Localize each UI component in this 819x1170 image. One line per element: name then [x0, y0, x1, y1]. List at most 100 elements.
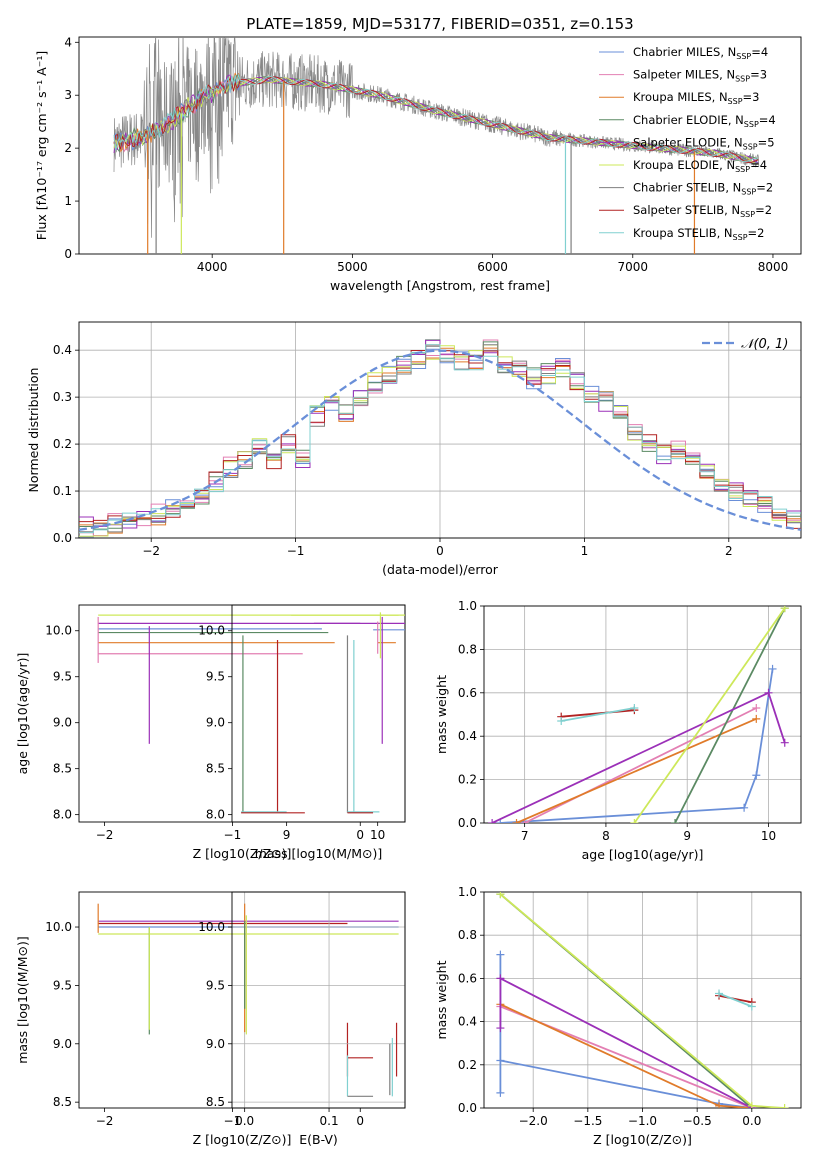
- series-salpeter_stelib: [718, 994, 752, 1004]
- x-tick-label: −1: [287, 544, 305, 558]
- legend-tail: =5: [758, 135, 775, 149]
- y-tick-label: 9.5: [206, 670, 225, 684]
- series-salpeter_stelib: [561, 709, 635, 718]
- marker-chabrier_miles: [740, 803, 749, 812]
- y-tick-label: 0.2: [458, 773, 477, 787]
- y-tick-label: 8.5: [206, 1095, 225, 1109]
- y-axis-label: mass weight: [434, 960, 449, 1039]
- marker-chabrier_miles: [752, 771, 761, 780]
- y-tick-label: 10.0: [45, 624, 72, 638]
- axes-mass_vs_Z: −2 −1 0 8.5 9.0 9.5 10.0 Z [log10(Z/Z⊙)] mass [l…: [15, 891, 406, 1147]
- x-tick-label: 0: [356, 828, 364, 842]
- x-axis-label: age [log10(age/yr)]: [582, 847, 704, 862]
- series-kroupa_elodie: [633, 607, 786, 823]
- plot-area: [97, 614, 399, 814]
- x-tick-label: −1: [224, 828, 242, 842]
- x-tick-label: −1.0: [628, 1114, 657, 1128]
- y-tick-label: 0.2: [458, 1058, 477, 1072]
- axes-frame: [231, 604, 406, 823]
- legend-tail: =2: [756, 181, 773, 195]
- plot-area: [113, 37, 760, 254]
- x-tick-label: 7000: [617, 260, 648, 274]
- x-tick-label: 10: [761, 829, 776, 843]
- x-tick-label: 10: [370, 828, 385, 842]
- marker-chabrier_miles: [768, 664, 777, 673]
- x-tick-label: 2: [725, 544, 733, 558]
- y-tick-label: 0.6: [458, 686, 477, 700]
- y-tick-label: 8.5: [53, 762, 72, 776]
- marker-chabrier_miles: [496, 1088, 505, 1097]
- axes-frame: [483, 605, 802, 824]
- legend-label: Kroupa MILES, NSSP=3: [633, 90, 759, 106]
- y-axis-label: mass [log10(M/M⊙)]: [15, 936, 30, 1064]
- legend-subscript: SSP: [728, 97, 743, 106]
- x-tick-label: 7: [521, 829, 529, 843]
- x-axis-label: wavelength [Angstrom, rest frame]: [330, 278, 550, 293]
- legend-label: Salpeter STELIB, NSSP=2: [633, 203, 772, 219]
- x-axis-label: E(B-V): [299, 1132, 338, 1147]
- marker-kroupa_elodie: [780, 1104, 789, 1108]
- y-tick-label: 0.8: [458, 928, 477, 942]
- x-tick-label: 0: [436, 544, 444, 558]
- y-axis-label: age [log10(age/yr)]: [15, 653, 30, 775]
- legend-subscript: SSP: [733, 233, 748, 242]
- plot-area: [244, 903, 398, 1097]
- legend-tail: =4: [751, 45, 768, 59]
- y-tick-label: 8.0: [206, 808, 225, 822]
- y-tick-label: 0: [64, 247, 72, 261]
- marker-kroupa_stelib: [715, 989, 724, 998]
- legend-tail: =2: [755, 203, 772, 217]
- legend-label: Chabrier ELODIE, NSSP=4: [633, 113, 776, 129]
- y-tick-label: 0.2: [53, 437, 72, 451]
- x-tick-label: −2: [142, 544, 160, 558]
- y-tick-label: 8.5: [206, 762, 225, 776]
- axes-frame: [231, 891, 406, 1109]
- y-tick-label: 0.0: [458, 816, 477, 830]
- marker-kroupa_elodie: [747, 1101, 756, 1108]
- y-tick-label: 0.0: [53, 531, 72, 545]
- axes-residual_hist: −2 −1 0 1 2 0.0 0.1 0.2 0.3 0.4 (data-model)/error…: [26, 321, 802, 577]
- y-tick-label: 0.1: [53, 484, 72, 498]
- x-tick-label: 0: [356, 1114, 364, 1128]
- x-axis-label: Z [log10(Z/Z⊙)]: [193, 1132, 292, 1147]
- marker-kroupa_elodie: [780, 606, 789, 613]
- y-tick-label: 0.3: [53, 390, 72, 404]
- y-tick-label: 10.0: [45, 920, 72, 934]
- x-tick-label: 8: [602, 829, 610, 843]
- axes-frame: [78, 36, 802, 255]
- series-kroupa_miles: [516, 717, 757, 823]
- plot-area: [79, 339, 801, 538]
- figure-title: PLATE=1859, MJD=53177, FIBERID=0351, z=0…: [246, 15, 633, 33]
- y-tick-label: 2: [64, 141, 72, 155]
- marker-chabrier_elodie: [671, 819, 680, 823]
- y-tick-label: 9.0: [53, 716, 72, 730]
- axes-massweight_vs_age: 7 8 9 10 0.0 0.2 0.4 0.6 0.8 1.0 age [log10(age/yr…: [434, 599, 802, 862]
- legend-label: Kroupa STELIB, NSSP=2: [633, 226, 764, 242]
- x-axis-label: Z [log10(Z/Z⊙)]: [193, 846, 292, 861]
- marker-kroupa_miles: [512, 819, 521, 823]
- x-tick-label: 0.1: [320, 1114, 339, 1128]
- legend-subscript: SSP: [735, 165, 750, 174]
- y-tick-label: 0.8: [458, 642, 477, 656]
- y-tick-label: 9.5: [53, 978, 72, 992]
- legend-subscript: SSP: [736, 52, 751, 61]
- x-tick-label: 5000: [337, 260, 368, 274]
- normal-curve: [79, 349, 801, 531]
- y-tick-label: 9.5: [53, 670, 72, 684]
- plot-area: [496, 892, 789, 1108]
- marker-chabrier_miles: [496, 950, 505, 959]
- legend-tail: =3: [750, 68, 767, 82]
- series-kroupa_stelib: [718, 992, 753, 1008]
- marker-salpeter_elodie: [488, 819, 497, 823]
- x-axis-label: mass [log10(M/M⊙)]: [255, 846, 383, 861]
- x-tick-label: −2: [96, 1114, 114, 1128]
- y-tick-label: 10.0: [198, 624, 225, 638]
- axes-frame: [78, 321, 802, 539]
- series-chabrier_elodie: [674, 607, 786, 823]
- y-tick-label: 10.0: [198, 920, 225, 934]
- legend-subscript: SSP: [744, 120, 759, 129]
- legend-subscript: SSP: [741, 188, 756, 197]
- marker-kroupa_miles: [752, 714, 761, 723]
- plot-area: [97, 903, 399, 1097]
- series-kroupa_stelib: [561, 707, 635, 722]
